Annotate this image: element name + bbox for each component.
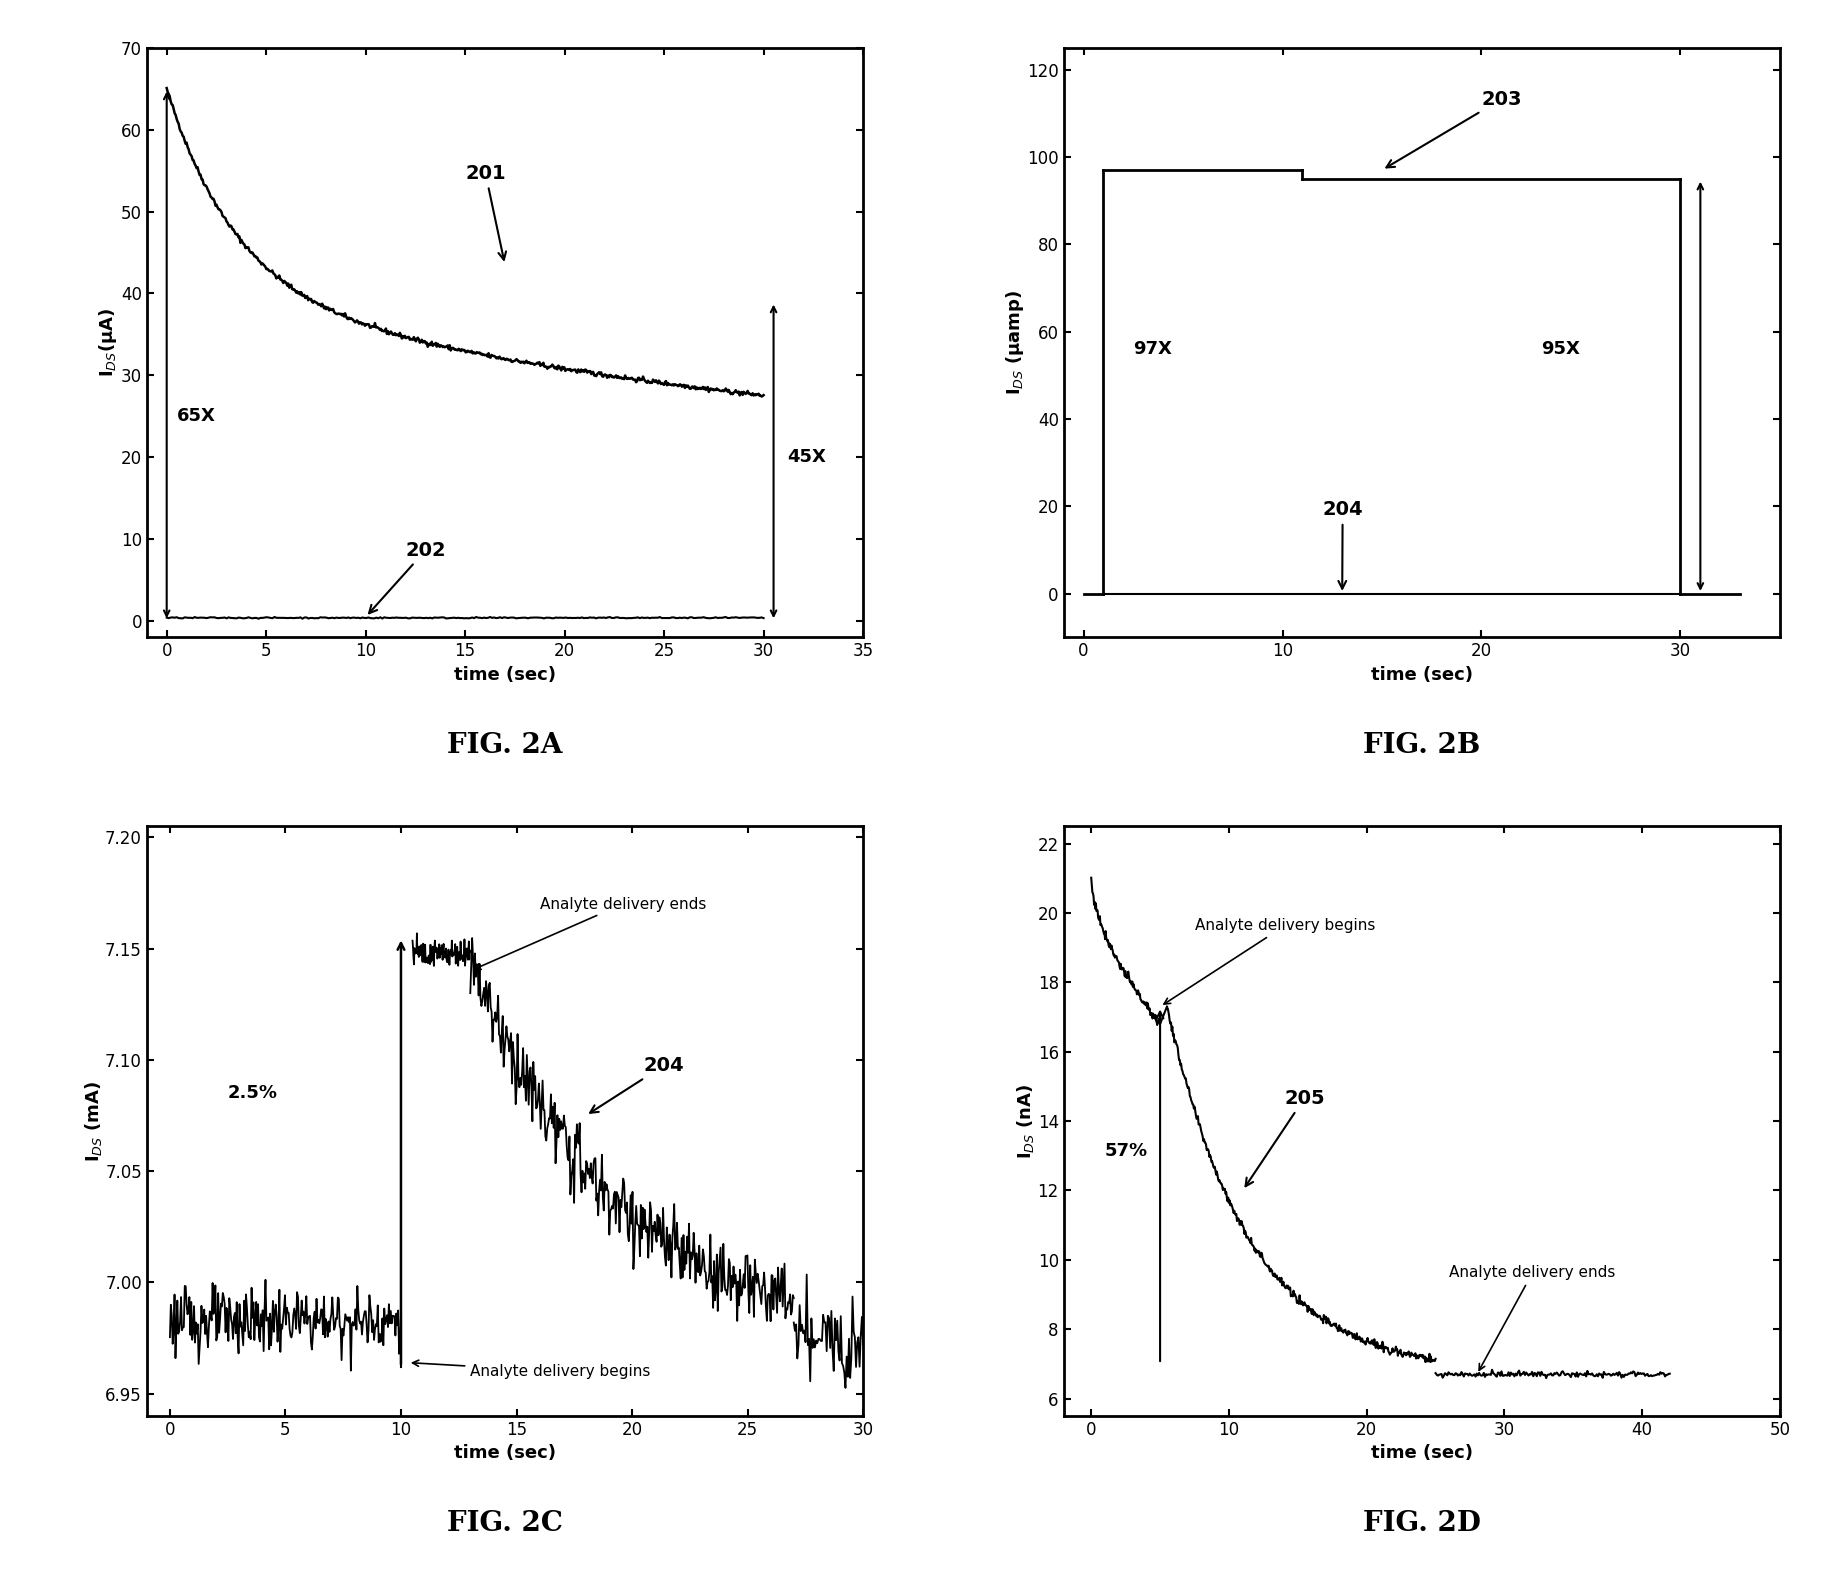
Y-axis label: I$_{DS}$ (nA): I$_{DS}$ (nA) [1015,1083,1037,1158]
X-axis label: time (sec): time (sec) [1371,1445,1474,1462]
Text: 95X: 95X [1541,339,1580,358]
Y-axis label: I$_{DS}$(μA): I$_{DS}$(μA) [97,309,119,377]
Text: 97X: 97X [1134,339,1173,358]
Text: FIG. 2B: FIG. 2B [1363,732,1481,759]
Y-axis label: I$_{DS}$ (μamp): I$_{DS}$ (μamp) [1004,290,1026,395]
X-axis label: time (sec): time (sec) [453,1445,556,1462]
Text: 202: 202 [369,541,446,613]
Text: Analyte delivery begins: Analyte delivery begins [1163,918,1374,1004]
Text: 205: 205 [1246,1088,1325,1187]
X-axis label: time (sec): time (sec) [1371,667,1474,684]
Text: 204: 204 [1323,500,1363,589]
Text: 45X: 45X [787,449,826,466]
Text: 2.5%: 2.5% [228,1083,277,1101]
Text: 204: 204 [591,1056,684,1112]
Y-axis label: I$_{DS}$ (mA): I$_{DS}$ (mA) [83,1080,103,1161]
Text: FIG. 2A: FIG. 2A [448,732,563,759]
Text: 203: 203 [1387,89,1521,167]
Text: Analyte delivery begins: Analyte delivery begins [413,1360,651,1379]
Text: 201: 201 [464,164,506,259]
Text: 57%: 57% [1105,1142,1149,1160]
Text: FIG. 2C: FIG. 2C [448,1510,563,1537]
Text: Analyte delivery ends: Analyte delivery ends [1450,1265,1617,1370]
Text: FIG. 2D: FIG. 2D [1363,1510,1481,1537]
X-axis label: time (sec): time (sec) [453,667,556,684]
Text: 65X: 65X [176,407,215,425]
Text: Analyte delivery ends: Analyte delivery ends [475,897,706,969]
